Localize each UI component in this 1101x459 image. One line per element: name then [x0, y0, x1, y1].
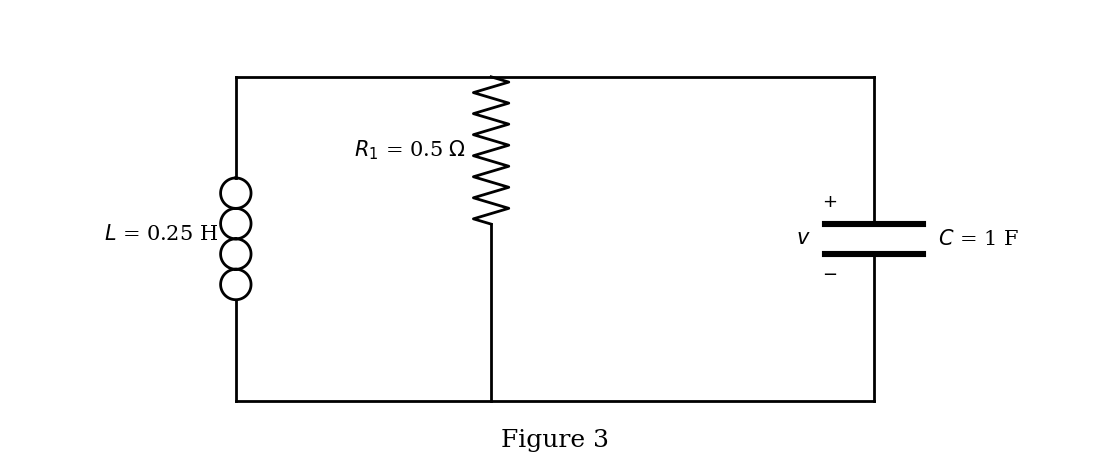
Text: $L$ = 0.25 H: $L$ = 0.25 H	[105, 224, 218, 244]
Text: $R_1$ = 0.5 $\Omega$: $R_1$ = 0.5 $\Omega$	[355, 139, 467, 162]
Text: Figure 3: Figure 3	[501, 429, 609, 452]
Text: −: −	[822, 266, 838, 284]
Text: +: +	[822, 194, 838, 212]
Text: $v$: $v$	[796, 230, 810, 248]
Text: $C$ = 1 F: $C$ = 1 F	[938, 229, 1018, 249]
